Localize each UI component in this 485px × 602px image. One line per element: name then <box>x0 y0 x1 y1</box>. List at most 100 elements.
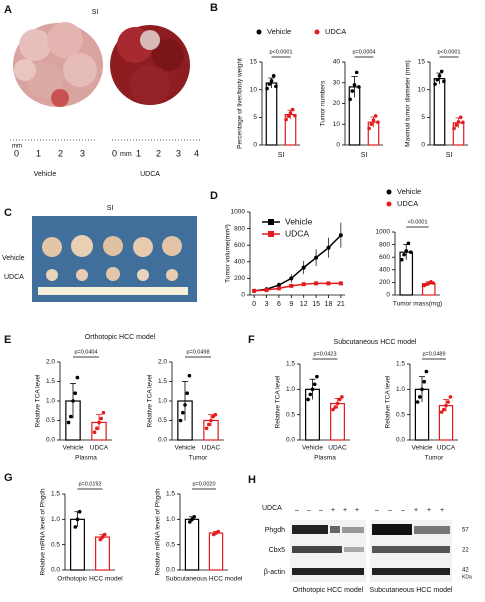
y-tick-label: 15 <box>418 59 426 66</box>
data-point <box>267 82 272 86</box>
legend-label: UDCA <box>397 199 418 208</box>
marker <box>301 282 306 287</box>
data-point <box>333 405 338 409</box>
x-tick-label: UDAC <box>328 445 347 452</box>
data-point <box>315 374 319 379</box>
y-tick-label: 800 <box>234 225 245 232</box>
data-point <box>69 414 73 419</box>
treatment-sign: + <box>414 507 418 514</box>
row-label: UDCA <box>4 274 24 281</box>
treatment-label: UDCA <box>262 505 282 512</box>
data-point <box>350 89 355 93</box>
data-point <box>310 387 315 392</box>
y-tick-label: 10 <box>250 86 258 93</box>
y-axis-label: Relative TCA level <box>35 374 42 428</box>
data-point <box>435 77 440 82</box>
x-tick-label: 9 <box>289 301 293 308</box>
data-point <box>444 403 448 408</box>
data-point <box>442 407 446 412</box>
panel-label: D <box>210 190 218 202</box>
data-point <box>209 418 213 423</box>
x-tick-label: UDCA <box>437 445 456 452</box>
y-axis-label: Relative TCA level <box>147 374 154 428</box>
y-tick-label: 400 <box>379 267 390 274</box>
data-point <box>178 418 183 423</box>
data-point <box>431 281 435 285</box>
y-tick-label: 0.5 <box>286 411 295 418</box>
y-axis-label: Relative mRNA level of Phgdh <box>155 488 162 575</box>
ruler-label: 3 <box>80 148 85 158</box>
data-point <box>461 120 465 125</box>
marker <box>326 281 331 286</box>
y-tick-label: 0.0 <box>396 437 405 444</box>
marker <box>276 283 281 288</box>
data-point <box>448 395 453 399</box>
y-tick-label: 1000 <box>376 229 391 236</box>
data-point <box>207 422 211 427</box>
y-tick-label: 0 <box>386 292 390 299</box>
data-point <box>190 517 194 522</box>
p-value: p=0.0004 <box>352 49 375 55</box>
data-point <box>73 525 78 529</box>
data-point <box>335 401 340 406</box>
ruler-label: 1 <box>36 148 41 158</box>
bar <box>208 532 224 571</box>
data-point <box>376 120 380 124</box>
data-point <box>442 79 446 84</box>
data-point <box>73 391 77 396</box>
ruler-label: 4 <box>194 148 199 158</box>
photo-title: SI <box>92 9 99 16</box>
y-tick-label: 1.5 <box>51 491 60 498</box>
x-axis-label: Plasma <box>75 455 97 462</box>
y-axis-label: Tumor volume(mm³) <box>225 224 232 283</box>
protein-label: β-actin <box>264 569 285 576</box>
treatment-sign: – <box>295 507 299 514</box>
panel-label: F <box>248 334 255 346</box>
y-tick-label: 0.5 <box>166 541 175 548</box>
y-tick-label: 1.5 <box>166 491 175 498</box>
x-tick-label: SI <box>278 152 285 159</box>
x-tick-label: 21 <box>337 301 345 308</box>
size-label: 42 <box>462 568 469 574</box>
marker <box>338 281 343 286</box>
line <box>254 282 341 292</box>
y-tick-label: 1.0 <box>46 398 55 405</box>
bar <box>184 518 200 571</box>
legend-label: Vehicle <box>285 216 313 226</box>
data-point <box>183 403 187 407</box>
ruler-label: 0 <box>14 148 19 158</box>
y-tick-label: 1.0 <box>286 386 295 393</box>
treatment-sign: + <box>331 507 335 514</box>
y-tick-label: 1.5 <box>286 361 295 368</box>
data-point <box>306 397 310 402</box>
panel-label: C <box>4 207 12 219</box>
y-tick-label: 0.5 <box>158 417 167 424</box>
treatment-sign: – <box>388 507 392 514</box>
legend-marker <box>268 219 274 225</box>
y-tick-label: 1.0 <box>166 516 175 523</box>
y-tick-label: 1000 <box>231 209 246 216</box>
y-tick-label: 0.0 <box>286 437 295 444</box>
legend-label: UDCA <box>285 228 309 238</box>
y-tick-label: 10 <box>418 86 426 93</box>
data-point <box>95 426 99 431</box>
data-point <box>204 426 209 431</box>
treatment-sign: – <box>401 507 405 514</box>
y-tick-label: 200 <box>234 275 245 282</box>
y-tick-label: 5 <box>421 114 425 121</box>
data-point <box>340 395 344 399</box>
bar <box>433 77 446 146</box>
data-point <box>290 107 295 112</box>
treatment-sign: – <box>375 507 379 514</box>
data-point <box>92 430 97 435</box>
ruler-label: 3 <box>176 148 181 158</box>
p-value: p=0.0192 <box>78 481 101 487</box>
data-point <box>456 119 461 124</box>
tumor-photo <box>32 216 197 302</box>
y-tick-label: 15 <box>250 59 258 66</box>
y-tick-label: 0.5 <box>396 411 405 418</box>
p-value: p=0.0020 <box>192 481 215 487</box>
ruler-label: 2 <box>156 148 161 158</box>
x-tick-label: 18 <box>325 301 333 308</box>
treatment-sign: – <box>319 507 323 514</box>
